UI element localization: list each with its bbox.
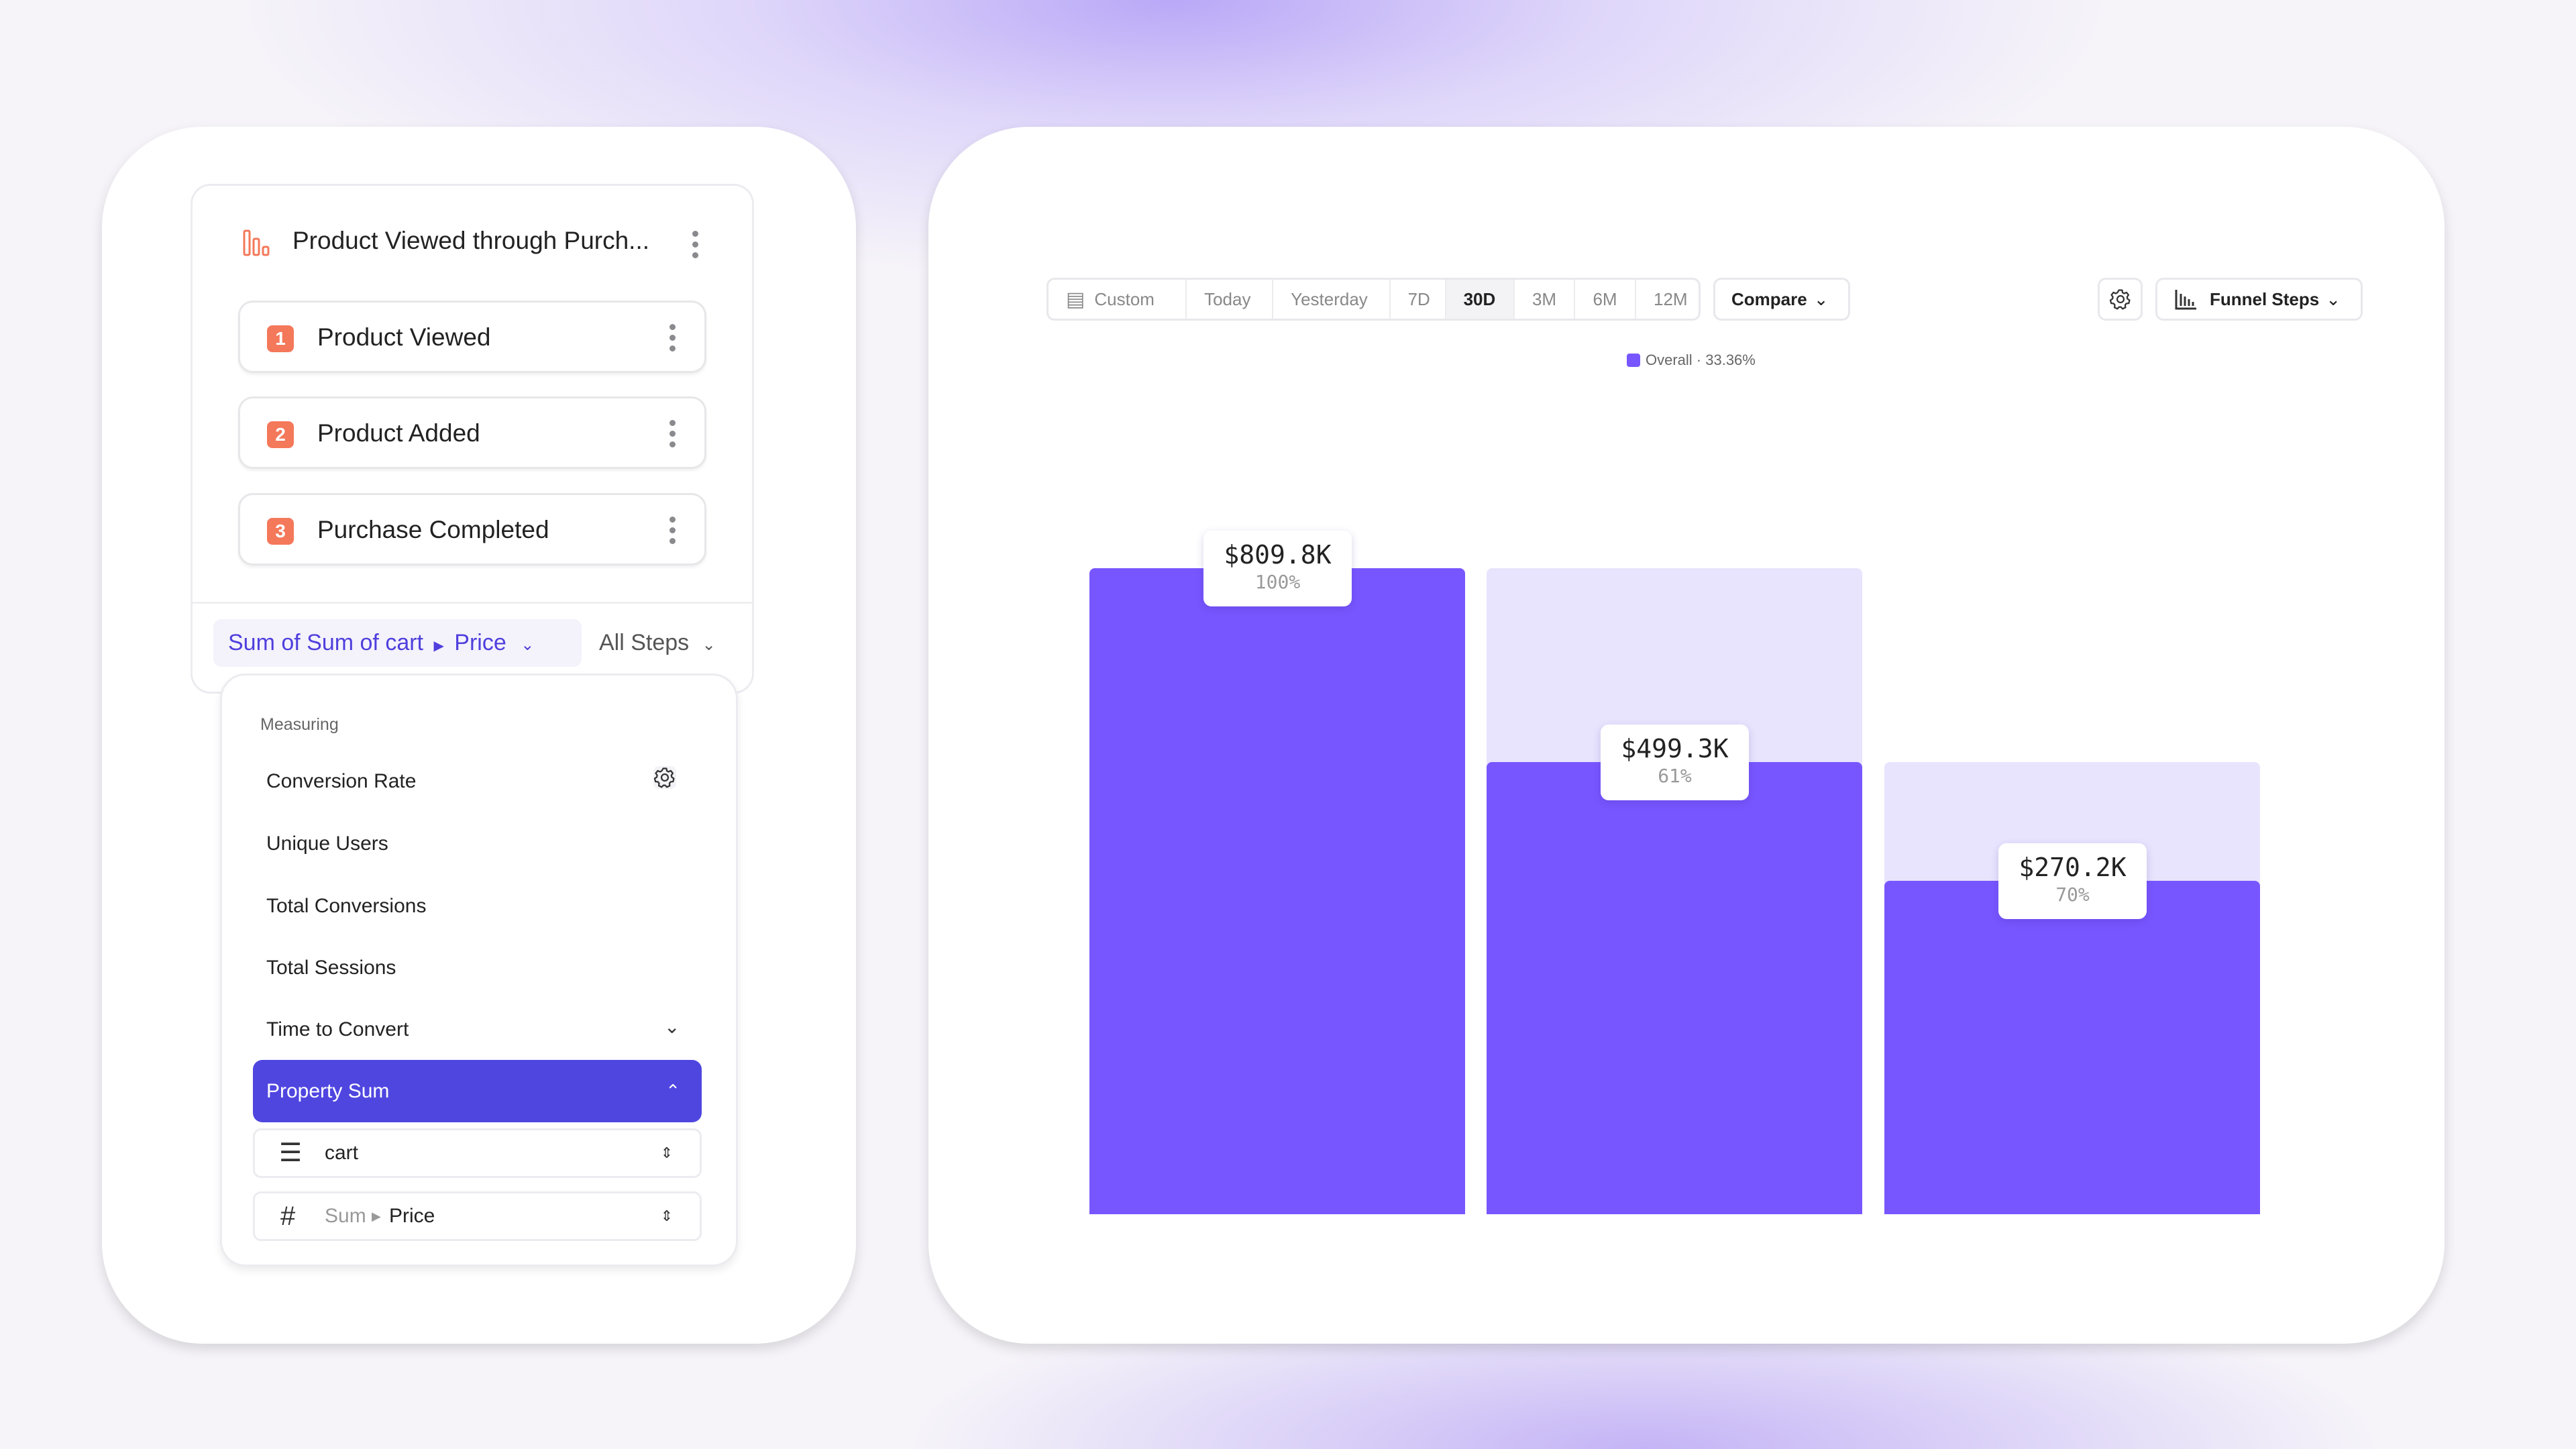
menu-item-time-to-convert[interactable]: Time to Convert [266,1018,409,1040]
number-hash-icon: # [280,1201,296,1231]
gear-icon [2109,289,2131,310]
step-product-viewed[interactable]: 1 Product Viewed [238,301,706,373]
menu-item-total-sessions[interactable]: Total Sessions [266,957,396,979]
bar-value-label: $270.2K 70% [1998,843,2147,920]
bar-value: $809.8K [1224,540,1332,570]
gear-icon [653,767,675,788]
legend-label: Overall · 33.36% [1646,352,1756,368]
step-label: Product Viewed [317,323,491,351]
list-icon: ☰ [279,1139,303,1167]
chart-legend: Overall · 33.36% [1627,352,1756,369]
range-yesterday[interactable]: Yesterday [1273,280,1391,319]
bar-percent: 70% [2055,883,2090,906]
caret-right-icon: ▶ [433,639,444,653]
measure-property: Price [454,630,506,655]
bar-percent: 100% [1254,571,1301,593]
up-down-chevron-icon: ⇕ [660,1144,673,1161]
steps-filter-dropdown[interactable]: All Steps ⌄ [599,619,716,667]
menu-item-unique-users[interactable]: Unique Users [266,833,388,855]
funnel-chart-icon [243,229,270,256]
chevron-up-icon: ⌃ [665,1081,680,1101]
range-today[interactable]: Today [1187,280,1274,319]
date-range-selector: ▤ Custom Today Yesterday 7D 30D 3M 6M 12… [1046,278,1701,321]
chart-type-label: Funnel Steps [2210,288,2320,309]
compare-label: Compare [1731,288,1807,309]
measure-dropdown-menu [220,674,738,1267]
funnel-bar[interactable] [1884,881,2260,1214]
range-custom[interactable]: ▤ Custom [1049,280,1187,319]
step-number-badge: 2 [267,421,294,448]
steps-filter-label: All Steps [599,630,690,655]
bar-value-label: $809.8K 100% [1203,531,1352,606]
chevron-down-icon: ⌄ [2326,288,2341,309]
menu-item-conversion-rate[interactable]: Conversion Rate [266,770,417,792]
bar-percent: 61% [1658,764,1692,787]
chevron-down-icon: ⌄ [664,1016,680,1037]
bar-value-label: $499.3K 61% [1601,724,1749,800]
menu-item-property-sum[interactable]: Property Sum ⌃ [253,1060,702,1122]
legend-swatch [1627,354,1640,367]
funnel-bar[interactable] [1089,568,1465,1214]
step-purchase-completed[interactable]: 3 Purchase Completed [238,493,706,566]
divider [193,602,752,604]
calendar-icon: ▤ [1066,288,1085,311]
property-value: cart [325,1142,359,1164]
compare-dropdown[interactable]: Compare ⌄ [1713,278,1850,321]
aggregation-value: Sum [325,1205,366,1227]
range-12m[interactable]: 12M [1654,288,1688,309]
range-7d[interactable]: 7D [1391,280,1446,319]
chart-settings-button[interactable] [2098,278,2143,321]
funnel-bar[interactable] [1487,761,1862,1214]
chevron-down-icon: ⌄ [1813,288,1829,309]
property-sum-label: Property Sum [266,1080,390,1102]
caret-right-icon: ▶ [372,1210,381,1223]
range-30d[interactable]: 30D [1446,280,1515,319]
up-down-chevron-icon: ⇕ [660,1208,673,1224]
step-number-badge: 3 [267,518,294,545]
range-label: Custom [1094,288,1155,309]
step-product-added[interactable]: 2 Product Added [238,396,706,469]
bar-value: $270.2K [2019,853,2127,883]
bar-chart-icon [2175,290,2196,310]
report-menu-icon[interactable] [692,231,699,258]
bar-value: $499.3K [1621,733,1729,763]
chart-type-dropdown[interactable]: Funnel Steps ⌄ [2155,278,2363,321]
conversion-settings-button[interactable] [653,766,676,789]
chevron-down-icon: ⌄ [702,636,716,654]
property-select[interactable]: ☰ cart ⇕ [253,1128,702,1178]
menu-item-total-conversions[interactable]: Total Conversions [266,895,427,917]
step-number-badge: 1 [267,325,294,352]
range-6m[interactable]: 6M [1575,280,1636,319]
measure-selector[interactable]: Sum of Sum of cart ▶ Price ⌄ [213,619,582,667]
step-menu-icon[interactable] [669,420,676,447]
measure-prefix: Sum of Sum of cart [228,630,423,655]
step-menu-icon[interactable] [669,517,676,544]
aggregation-select[interactable]: # Sum ▶ Price ⇕ [253,1191,702,1241]
aggregation-property: Price [389,1205,435,1227]
report-title[interactable]: Product Viewed through Purch... [292,227,650,254]
range-3m[interactable]: 3M [1515,280,1576,319]
step-menu-icon[interactable] [669,324,676,352]
step-label: Purchase Completed [317,516,549,543]
step-label: Product Added [317,419,480,447]
chevron-down-icon: ⌄ [521,636,535,654]
measuring-section-label: Measuring [260,715,339,734]
